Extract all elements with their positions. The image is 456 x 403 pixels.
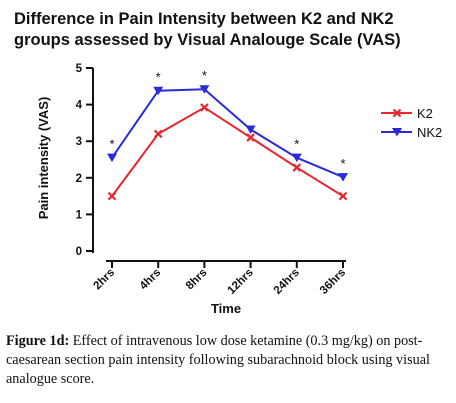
series-line-nk2	[111, 88, 344, 178]
y-tick-label: 5	[76, 63, 83, 75]
significance-star: *	[340, 156, 345, 171]
significance-markers: * * * * *	[109, 68, 345, 171]
y-axis-title: Pain intensity (VAS)	[36, 97, 51, 220]
x-axis-title: Time	[211, 301, 241, 316]
data-point-nk2	[153, 86, 164, 96]
x-tick-label: 12hrs	[226, 267, 256, 297]
y-tick-label: 1	[76, 209, 83, 221]
data-point-nk2	[107, 153, 117, 163]
y-tick-label: 2	[76, 173, 82, 185]
data-point-nk2	[291, 153, 302, 163]
x-tick-label: 2hrs	[91, 267, 117, 293]
legend-item-k2: K2	[381, 106, 433, 121]
y-axis-ticks: 0 1 2 3 4 5	[76, 63, 93, 258]
significance-star: *	[294, 137, 299, 152]
data-point-nk2	[245, 125, 256, 134]
legend-nk2-marker	[392, 128, 402, 137]
legend-item-nk2: NK2	[381, 125, 442, 140]
data-point-nk2	[338, 173, 348, 182]
chart-title-line-2: groups assessed by Visual Analouge Scale…	[14, 31, 401, 49]
series-layer	[107, 85, 348, 201]
legend: K2 NK2	[381, 106, 442, 140]
chart-title-line-1: Difference in Pain Intensity between K2 …	[14, 10, 394, 28]
data-point-k2	[246, 133, 255, 142]
x-axis-ticks: 2hrs 4hrs 8hrs 12hrs 24hrs 36hrs	[91, 261, 348, 297]
caption-label: Figure 1d:	[6, 333, 70, 349]
data-point-k2	[107, 191, 117, 201]
y-tick-label: 4	[76, 100, 83, 112]
y-tick-label: 3	[76, 136, 82, 148]
legend-k2-marker	[392, 108, 402, 118]
data-point-k2	[200, 103, 209, 112]
x-tick-label: 36hrs	[318, 267, 348, 297]
figure-caption: Figure 1d: Effect of intravenous low dos…	[6, 332, 452, 389]
significance-star: *	[202, 68, 207, 83]
legend-nk2-label: NK2	[417, 125, 442, 140]
series-line-k2	[111, 106, 344, 197]
chart: Difference in Pain Intensity between K2 …	[14, 10, 442, 316]
x-tick-label: 24hrs	[272, 267, 302, 297]
x-tick-label: 4hrs	[138, 267, 164, 293]
significance-star: *	[156, 70, 161, 85]
y-tick-label: 0	[76, 246, 82, 258]
data-point-k2	[153, 129, 163, 139]
x-tick-label: 8hrs	[184, 267, 210, 293]
legend-k2-label: K2	[417, 106, 433, 121]
data-point-k2	[338, 191, 348, 201]
data-point-k2	[292, 163, 302, 172]
data-point-nk2	[199, 85, 210, 94]
caption-text: Effect of intravenous low dose ketamine …	[6, 333, 430, 387]
significance-star: *	[109, 137, 114, 152]
